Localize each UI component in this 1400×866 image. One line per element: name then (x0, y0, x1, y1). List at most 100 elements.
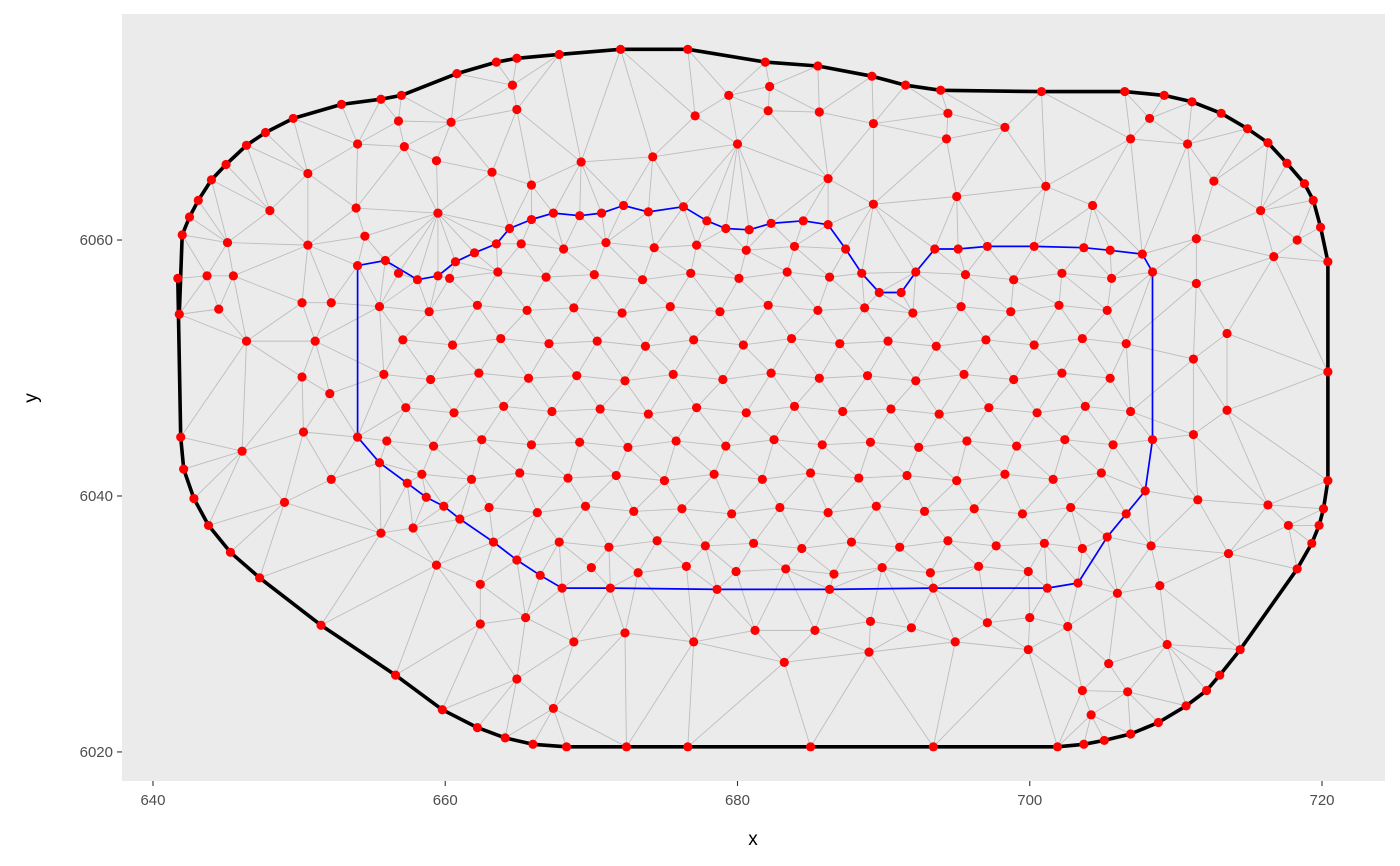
mesh-edge (211, 179, 271, 211)
mesh-edge (696, 407, 747, 414)
mesh-edge (558, 542, 563, 589)
mesh-point (426, 374, 436, 385)
mesh-edge (681, 508, 706, 547)
mesh-edge (987, 622, 1029, 650)
mesh-edge (973, 508, 997, 547)
mesh-point (691, 240, 702, 250)
mesh-point (727, 509, 737, 519)
mesh-point (1222, 405, 1232, 415)
mesh-point (1023, 566, 1033, 577)
mesh-point (814, 107, 824, 117)
mesh-point (310, 336, 320, 346)
mesh-point (554, 49, 564, 60)
mesh-edge (433, 445, 472, 480)
mesh-edge (380, 527, 414, 534)
mesh-edge (516, 109, 582, 163)
mesh-edge (785, 568, 830, 590)
mesh-edge (946, 138, 958, 197)
mesh-point (789, 241, 800, 252)
mesh-edge (735, 543, 754, 572)
mesh-edge (395, 564, 437, 676)
mesh-edge (890, 408, 940, 415)
mesh-edge (481, 406, 505, 440)
mesh-edge (924, 511, 949, 542)
mesh-point (445, 273, 455, 284)
mesh-edge (437, 212, 456, 262)
mesh-point (1087, 200, 1098, 211)
mesh-edge (768, 304, 818, 311)
mesh-point (576, 157, 586, 167)
mesh-point (374, 458, 385, 468)
mesh-edge (504, 708, 554, 739)
mesh-edge (180, 340, 247, 438)
mesh-point (1242, 124, 1253, 134)
mesh-edge (500, 338, 550, 345)
mesh-edge (1159, 553, 1229, 586)
mesh-edge (301, 340, 316, 378)
mesh-point (424, 307, 434, 317)
mesh-edge (616, 475, 665, 482)
mesh-edge (664, 480, 683, 510)
mesh-edge (531, 219, 564, 250)
mesh-edge (670, 306, 721, 313)
mesh-edge (405, 379, 431, 408)
mesh-point (633, 568, 643, 578)
mesh-edge (1061, 272, 1112, 279)
mesh-edge (442, 678, 518, 711)
mesh-point (393, 268, 404, 278)
mesh-edge (608, 540, 658, 548)
mesh-point (1029, 340, 1039, 350)
mesh-edge (601, 213, 607, 243)
mesh-edge (833, 567, 883, 575)
mesh-edge (459, 507, 490, 520)
mesh-edge (1127, 691, 1159, 723)
mesh-edge (307, 244, 332, 303)
mesh-edge (947, 540, 979, 567)
mesh-edge (767, 110, 829, 179)
mesh-edge (1028, 649, 1083, 691)
mesh-edge (827, 477, 860, 513)
mesh-point (1102, 532, 1112, 542)
mesh-edge (956, 127, 1006, 197)
mesh-edge (552, 161, 582, 214)
mesh-edge (179, 313, 247, 342)
mesh-edge (1034, 338, 1083, 346)
mesh-edge (1130, 411, 1194, 435)
mesh-point (1121, 509, 1131, 519)
mesh-edge (947, 508, 975, 542)
mesh-point (718, 374, 728, 385)
mesh-point (744, 225, 754, 235)
mesh-edge (1260, 183, 1305, 211)
mesh-point (1307, 538, 1317, 548)
mesh-point (1036, 86, 1047, 97)
mesh-edge (1036, 372, 1063, 414)
mesh-edge (648, 413, 677, 442)
mesh-edge (713, 474, 733, 515)
mesh-edge (1166, 644, 1220, 676)
mesh-edge (810, 651, 870, 748)
mesh-edge (503, 377, 529, 407)
mesh-point (734, 273, 744, 284)
mesh-edge (225, 164, 271, 211)
mesh-edge (690, 273, 721, 312)
mesh-edge (696, 228, 727, 246)
mesh-point (1191, 234, 1201, 244)
mesh-point (775, 502, 785, 513)
mesh-edge (746, 405, 795, 414)
mesh-edge (1016, 439, 1065, 447)
mesh-edge (737, 143, 829, 180)
mesh-edge (706, 143, 738, 221)
mesh-edge (736, 568, 786, 572)
mesh-edge (647, 211, 655, 248)
mesh-edge (868, 651, 934, 748)
mesh-edge (615, 475, 635, 512)
mesh-edge (905, 84, 949, 114)
mesh-edge (1213, 180, 1261, 211)
mesh-edge (1010, 304, 1060, 313)
mesh-edge (1152, 238, 1197, 273)
mesh-point (360, 231, 370, 241)
mesh-edge (633, 511, 658, 542)
mesh-edge (873, 203, 936, 250)
mesh-point (781, 564, 791, 574)
